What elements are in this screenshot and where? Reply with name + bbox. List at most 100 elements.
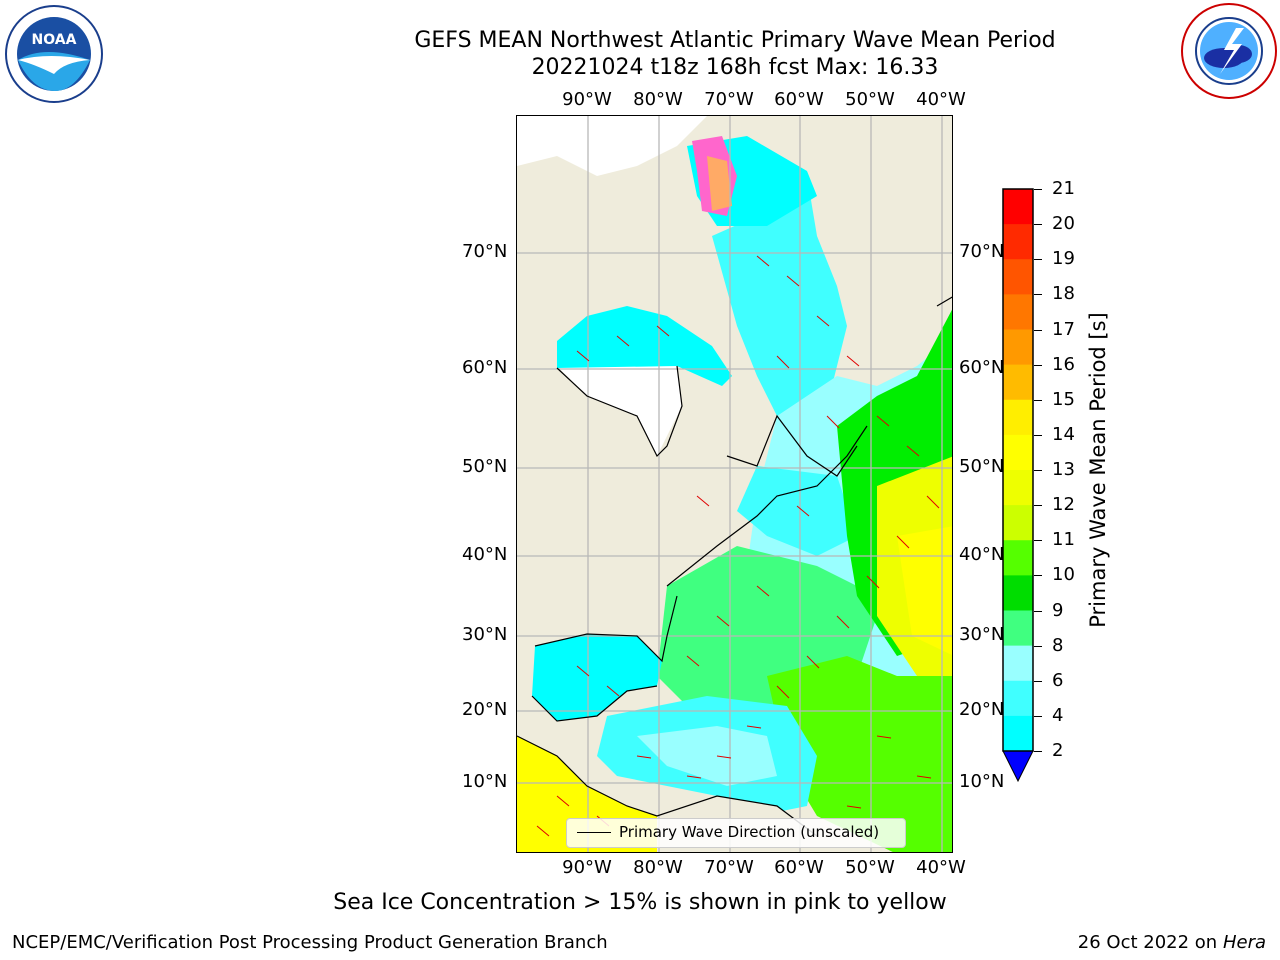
colorbar-tick-label: 11 [1052,529,1075,551]
sea-ice-orange [707,156,732,211]
lon-label-bottom: 70°W [704,857,754,878]
lat-label-right: 70°N [959,241,1005,262]
colorbar-tick-label: 10 [1052,564,1075,586]
colorbar-tick-mark [1034,434,1042,436]
lon-label-bottom: 90°W [562,857,612,878]
colorbar [1002,188,1034,783]
lat-label-left: 70°N [462,241,508,262]
colorbar-segment [1003,505,1033,541]
colorbar-tick-label: 9 [1052,599,1064,621]
colorbar-tick-mark [1034,329,1042,331]
colorbar-tick-label: 2 [1052,740,1064,761]
colorbar-tick-label: 16 [1052,353,1075,375]
colorbar-segment [1003,259,1033,295]
footer-date-text: 26 Oct 2022 on [1077,932,1223,953]
colorbar-tick-mark [1034,715,1042,717]
colorbar-tick-label: 19 [1052,248,1075,270]
colorbar-under-arrow [1002,750,1034,783]
lon-label-bottom: 80°W [633,857,683,878]
colorbar-tick-label: 21 [1052,178,1075,199]
colorbar-tick-label: 6 [1052,669,1064,691]
colorbar-segment [1003,224,1033,260]
colorbar-segment [1003,540,1033,576]
lat-label-left: 30°N [462,624,508,645]
colorbar-tick-mark [1034,575,1042,577]
lat-label-left: 40°N [462,544,508,565]
coastlines [517,296,952,837]
colorbar-segment [1003,329,1033,366]
lat-label-right: 50°N [959,456,1005,477]
graticule [517,116,952,852]
lat-label-right: 30°N [959,624,1005,645]
colorbar-tick-label: 12 [1052,494,1075,516]
colorbar-tick-label: 14 [1052,423,1075,445]
colorbar-tick-label: 13 [1052,459,1075,480]
lat-label-left: 10°N [462,771,508,792]
colorbar-segment [1003,610,1033,647]
colorbar-tick-mark [1034,470,1042,471]
colorbar-tick-mark [1034,505,1042,507]
footer-machine: Hera [1222,932,1266,953]
lat-label-left: 60°N [462,357,508,378]
lon-label-bottom: 50°W [845,857,895,878]
map-panel [516,115,953,853]
lon-label-top: 80°W [633,89,683,110]
noaa-logo: NOAA [4,4,104,104]
colorbar-tick-mark [1034,224,1042,226]
colorbar-label: Primary Wave Mean Period [s] [1086,312,1110,628]
colorbar-tick-label: 4 [1052,704,1064,726]
colorbar-bars [1002,188,1034,783]
lon-label-top: 40°W [916,89,966,110]
colorbar-tick-mark [1034,364,1042,366]
colorbar-segment [1003,680,1033,717]
map-subtitle: 20221024 t18z 168h fcst Max: 16.33 [531,55,939,80]
swell-yellow-core [897,526,952,656]
lon-label-top: 90°W [562,89,612,110]
lon-label-bottom: 40°W [916,857,966,878]
colorbar-segment [1003,399,1033,436]
gulf-st-lawrence-waves [737,466,857,556]
colorbar-tick-mark [1034,399,1042,401]
southern-green [767,656,952,852]
colorbar-segment [1003,189,1033,225]
map-title: GEFS MEAN Northwest Atlantic Primary Wav… [414,28,1056,53]
colorbar-segment [1003,294,1033,330]
colorbar-tick-mark [1034,540,1042,542]
colorbar-segment [1003,715,1033,752]
lat-label-left: 50°N [462,456,508,477]
lat-label-right: 60°N [959,357,1005,378]
colorbar-segment [1003,470,1033,506]
lon-label-top: 50°W [845,89,895,110]
colorbar-segment [1003,364,1033,401]
lon-label-bottom: 60°W [774,857,824,878]
colorbar-tick-mark [1034,610,1042,612]
caribbean-light-waves [637,726,777,786]
colorbar-tick-label: 15 [1052,388,1075,410]
legend-line-sample [577,832,611,833]
colorbar-tick-mark [1034,294,1042,296]
colorbar-tick-mark [1034,680,1042,682]
gulf-of-mexico-waves [532,634,662,721]
colorbar-segment [1003,575,1033,611]
lat-label-right: 10°N [959,771,1005,792]
lon-label-top: 70°W [704,89,754,110]
wave-direction-arrows [536,255,940,837]
colorbar-segment [1003,645,1033,682]
noaa-logo-text: NOAA [32,32,77,48]
colorbar-tick-mark [1034,259,1042,261]
colorbar-tick-label: 20 [1052,213,1075,235]
legend-label: Primary Wave Direction (unscaled) [619,823,880,841]
map-canvas [517,116,952,852]
lat-label-right: 20°N [959,699,1005,720]
colorbar-tick-mark [1034,645,1042,647]
lon-label-top: 60°W [774,89,824,110]
footer-branch: NCEP/EMC/Verification Post Processing Pr… [12,932,608,953]
nws-logo [1180,2,1278,100]
colorbar-segment [1003,434,1033,471]
sea-ice-note: Sea Ice Concentration > 15% is shown in … [333,890,947,915]
colorbar-tick-mark [1034,189,1042,190]
colorbar-tick-mark [1034,751,1042,752]
hudson-bay-waves [557,306,732,386]
colorbar-tick-label: 18 [1052,283,1075,305]
footer-date: 26 Oct 2022 on Hera [1078,932,1266,953]
